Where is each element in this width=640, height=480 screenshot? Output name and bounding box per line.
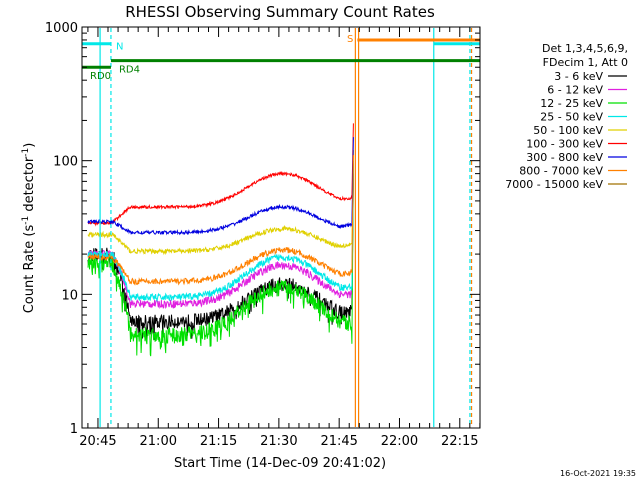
timestamp: 16-Oct-2021 19:35: [560, 469, 636, 478]
series-line: [87, 166, 354, 310]
legend-entry: 300 - 800 keV: [526, 151, 603, 164]
legend-entry: 50 - 100 keV: [533, 124, 603, 137]
series-line: [87, 173, 354, 341]
legend-entry: 3 - 6 keV: [554, 70, 603, 83]
plot-frame: [81, 26, 481, 429]
series-line: [87, 137, 354, 236]
legend-entry: 12 - 25 keV: [540, 97, 603, 110]
y-tick-label: 1: [70, 422, 78, 437]
x-tick-label: 22:00: [381, 434, 418, 449]
flag-label: RD4: [119, 65, 140, 76]
legend-header: FDecim 1, Att 0: [543, 56, 628, 69]
plot-area: RD0 RD4 N S: [82, 28, 480, 427]
legend-entry: 100 - 300 keV: [526, 138, 603, 151]
flag-label: S: [347, 34, 353, 45]
flag-label: N: [116, 42, 123, 53]
y-tick-label: 10: [61, 288, 78, 303]
chart-title: RHESSI Observing Summary Count Rates: [125, 3, 435, 21]
legend-entry: 25 - 50 keV: [540, 111, 603, 124]
x-axis-label: Start Time (14-Dec-09 20:41:02): [174, 456, 386, 471]
x-tick-label: 21:00: [140, 434, 177, 449]
flag-label: RD0: [90, 71, 111, 82]
series-line: [87, 123, 354, 227]
x-tick-label: 21:45: [320, 434, 357, 449]
legend-header: Det 1,3,4,5,6,9,: [542, 42, 628, 55]
legend: Det 1,3,4,5,6,9,FDecim 1, Att 03 - 6 keV…: [505, 42, 628, 191]
x-tick-label: 22:15: [441, 434, 478, 449]
y-axis: 1 10 100 1000: [45, 21, 480, 437]
x-tick-label: 21:15: [200, 434, 237, 449]
series-line: [87, 163, 354, 357]
legend-entry: 6 - 12 keV: [547, 84, 603, 97]
series-line: [87, 150, 354, 256]
y-tick-label: 1000: [45, 21, 78, 36]
x-tick-label: 21:30: [260, 434, 297, 449]
series-line: [87, 155, 354, 286]
x-axis: 20:45 21:00 21:15 21:30 21:45 22:00 22:15: [79, 27, 481, 449]
y-tick-label: 100: [53, 155, 78, 170]
y-axis-label: Count Rate (s-1 detector-1): [21, 143, 37, 314]
series-line: [87, 160, 354, 303]
legend-entry: 800 - 7000 keV: [519, 165, 603, 178]
x-tick-label: 20:45: [79, 434, 116, 449]
legend-entry: 7000 - 15000 keV: [505, 178, 603, 191]
